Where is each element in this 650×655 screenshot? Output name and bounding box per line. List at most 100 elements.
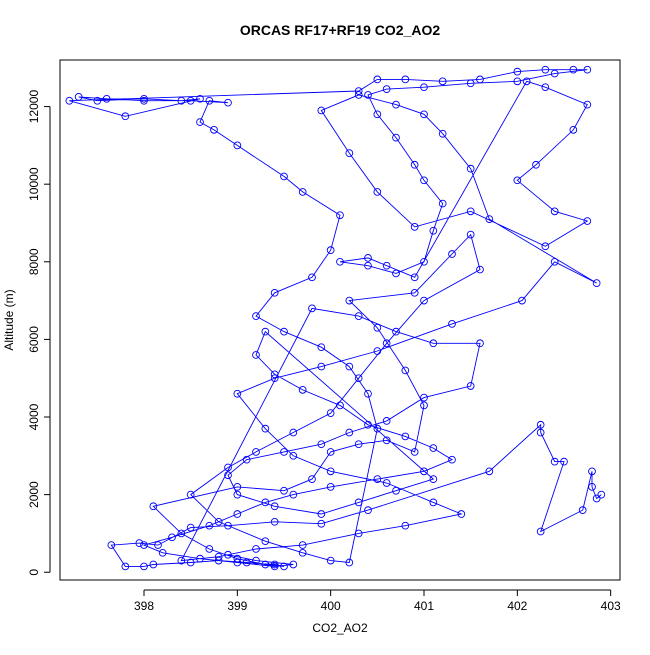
data-point bbox=[121, 562, 130, 571]
data-point bbox=[280, 562, 288, 571]
data-point bbox=[74, 93, 83, 101]
x-axis: 398 399 400 401 402 403 bbox=[134, 589, 621, 613]
data-point bbox=[336, 211, 344, 220]
data-point bbox=[289, 428, 298, 437]
data-point bbox=[298, 188, 307, 196]
data-point bbox=[261, 424, 270, 433]
data-point bbox=[392, 486, 400, 495]
data-point bbox=[438, 77, 447, 86]
data-point bbox=[522, 77, 531, 86]
data-point bbox=[196, 118, 204, 126]
data-point bbox=[317, 343, 326, 352]
data-point bbox=[140, 96, 148, 105]
y-tick-label: 0 bbox=[27, 569, 41, 576]
data-point bbox=[270, 517, 279, 526]
data-point bbox=[536, 428, 545, 437]
data-point bbox=[326, 483, 335, 491]
data-point bbox=[401, 432, 410, 441]
data-point bbox=[224, 550, 232, 559]
data-point bbox=[298, 548, 307, 557]
chart-title: ORCAS RF17+RF19 CO2_AO2 bbox=[240, 22, 441, 38]
data-point bbox=[224, 98, 232, 107]
data-point bbox=[485, 467, 494, 476]
data-point bbox=[382, 436, 391, 445]
y-tick-label: 10000 bbox=[27, 167, 41, 201]
data-point bbox=[168, 533, 176, 542]
data-point bbox=[233, 558, 242, 567]
data-point bbox=[289, 560, 298, 569]
data-point bbox=[429, 226, 438, 235]
data-point bbox=[401, 75, 410, 84]
series-line bbox=[69, 69, 602, 567]
y-tick-label: 4000 bbox=[27, 403, 41, 430]
data-point bbox=[326, 467, 335, 476]
data-point bbox=[107, 541, 116, 549]
data-point bbox=[308, 475, 316, 483]
data-point bbox=[513, 77, 522, 86]
x-axis-label: CO2_AO2 bbox=[312, 621, 368, 635]
data-point bbox=[298, 386, 307, 394]
data-point bbox=[317, 362, 326, 371]
data-point bbox=[149, 560, 158, 569]
series-layer bbox=[65, 65, 606, 571]
data-point bbox=[196, 554, 204, 563]
data-point bbox=[186, 523, 195, 532]
data-point bbox=[541, 242, 550, 251]
data-point bbox=[410, 273, 419, 282]
data-point bbox=[364, 420, 372, 429]
data-point bbox=[392, 269, 400, 278]
data-point bbox=[354, 87, 363, 95]
y-tick-label: 2000 bbox=[27, 481, 41, 508]
x-tick-label: 403 bbox=[601, 599, 621, 613]
data-point bbox=[550, 457, 559, 466]
data-point bbox=[466, 207, 475, 216]
data-point bbox=[513, 176, 522, 185]
data-point bbox=[336, 257, 344, 266]
data-point bbox=[158, 548, 167, 557]
data-point bbox=[252, 556, 260, 565]
data-point bbox=[252, 351, 260, 359]
data-point bbox=[485, 215, 494, 223]
data-point bbox=[354, 91, 363, 99]
data-point bbox=[476, 75, 484, 84]
data-point bbox=[205, 96, 214, 105]
data-point bbox=[102, 94, 111, 103]
data-point bbox=[410, 223, 419, 231]
data-point bbox=[541, 83, 550, 92]
data-point bbox=[270, 560, 279, 569]
data-point bbox=[261, 498, 270, 507]
data-point bbox=[326, 409, 335, 417]
data-point bbox=[448, 455, 456, 464]
data-point bbox=[466, 382, 475, 390]
data-point bbox=[448, 320, 456, 328]
data-point bbox=[214, 552, 223, 561]
data-point bbox=[326, 448, 335, 456]
data-point bbox=[289, 451, 298, 460]
data-point bbox=[345, 149, 354, 157]
data-point bbox=[252, 312, 260, 320]
data-point bbox=[457, 510, 466, 518]
data-point bbox=[214, 556, 223, 565]
data-point bbox=[382, 417, 391, 425]
data-point bbox=[518, 296, 526, 305]
data-point bbox=[233, 554, 242, 563]
data-point bbox=[536, 527, 545, 536]
data-point bbox=[550, 69, 559, 78]
data-point bbox=[326, 246, 335, 254]
data-point bbox=[373, 424, 382, 433]
data-point bbox=[476, 339, 484, 348]
data-point bbox=[401, 366, 410, 375]
data-point bbox=[569, 65, 578, 74]
data-point bbox=[280, 327, 288, 336]
data-point bbox=[252, 545, 260, 553]
y-axis-label: Altitude (m) bbox=[2, 289, 16, 350]
data-point bbox=[261, 560, 270, 569]
data-point bbox=[317, 440, 326, 449]
data-point bbox=[233, 490, 242, 499]
data-point bbox=[429, 498, 438, 507]
data-point bbox=[196, 94, 204, 103]
data-point bbox=[382, 261, 391, 270]
data-point bbox=[336, 401, 344, 410]
